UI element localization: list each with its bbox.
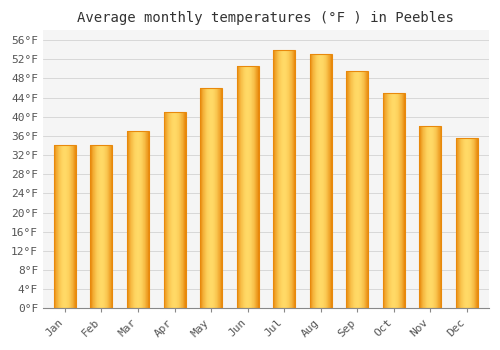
Bar xyxy=(54,146,76,308)
Bar xyxy=(383,93,405,308)
Bar xyxy=(346,71,368,308)
Bar xyxy=(310,54,332,308)
Bar xyxy=(236,66,258,308)
Bar xyxy=(200,88,222,308)
Bar xyxy=(164,112,186,308)
Bar xyxy=(456,138,478,308)
Bar xyxy=(127,131,149,308)
Bar xyxy=(420,126,442,308)
Bar xyxy=(90,146,112,308)
Bar xyxy=(273,50,295,308)
Title: Average monthly temperatures (°F ) in Peebles: Average monthly temperatures (°F ) in Pe… xyxy=(78,11,454,25)
